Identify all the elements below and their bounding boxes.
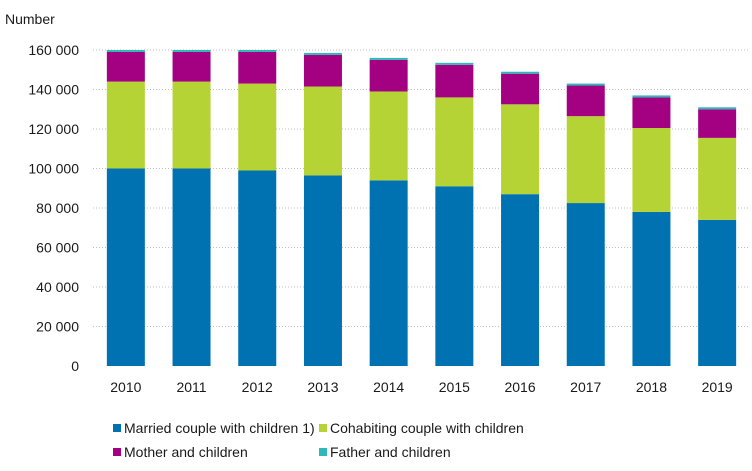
legend: Married couple with children 1) Cohabiti… xyxy=(113,416,733,464)
x-tick-label: 2013 xyxy=(307,379,338,395)
bar-segment-mother-2015 xyxy=(435,64,474,98)
legend-item-cohabiting: Cohabiting couple with children xyxy=(319,420,524,436)
legend-label-married: Married couple with children 1) xyxy=(124,420,315,436)
x-tick-label: 2012 xyxy=(242,379,273,395)
bar-segment-cohabiting-2019 xyxy=(698,137,737,220)
legend-label-father: Father and children xyxy=(330,444,451,460)
bar-segment-father-2015 xyxy=(435,62,474,65)
legend-swatch-father xyxy=(319,448,327,456)
x-tick-label: 2019 xyxy=(702,379,733,395)
bar-segment-father-2019 xyxy=(698,107,737,110)
bar-segment-mother-2019 xyxy=(698,109,737,138)
legend-row-1: Married couple with children 1) Cohabiti… xyxy=(113,416,733,440)
bar-segment-married-2013 xyxy=(303,175,342,366)
bar-segment-married-2017 xyxy=(566,203,605,366)
y-tick-label: 0 xyxy=(71,358,79,374)
bar-segment-cohabiting-2016 xyxy=(501,104,540,195)
x-tick-label: 2015 xyxy=(439,379,470,395)
legend-swatch-married xyxy=(113,424,121,432)
y-tick-label: 40 000 xyxy=(36,279,79,295)
y-tick-label: 160 000 xyxy=(28,42,79,58)
y-axis-ticks: 0 20 000 40 000 60 000 80 000 100 000 120 000 1… xyxy=(28,42,79,374)
bar-segment-father-2014 xyxy=(369,57,408,60)
x-tick-label: 2016 xyxy=(504,379,535,395)
legend-swatch-cohabiting xyxy=(319,424,327,432)
y-tick-label: 120 000 xyxy=(28,121,79,137)
x-tick-label: 2010 xyxy=(110,379,141,395)
bar-segment-mother-2017 xyxy=(566,85,605,117)
x-axis-ticks: 2010 2011 2012 2013 2014 2015 2016 2017 2018 2019 xyxy=(110,379,733,395)
bar-segment-father-2012 xyxy=(238,50,277,52)
bar-segment-cohabiting-2013 xyxy=(303,86,342,176)
bar-segment-father-2013 xyxy=(303,52,342,55)
bar-segment-mother-2014 xyxy=(369,59,408,92)
bar-segment-mother-2010 xyxy=(106,51,145,82)
y-tick-label: 80 000 xyxy=(36,200,79,216)
legend-label-cohabiting: Cohabiting couple with children xyxy=(330,420,524,436)
bar-segment-married-2019 xyxy=(698,219,737,366)
bar-segment-cohabiting-2010 xyxy=(106,81,145,169)
x-tick-label: 2018 xyxy=(636,379,667,395)
bar-segment-married-2015 xyxy=(435,186,474,366)
legend-swatch-mother xyxy=(113,448,121,456)
bar-segment-cohabiting-2018 xyxy=(632,128,671,212)
bar-segment-cohabiting-2012 xyxy=(238,83,277,171)
bar-segment-married-2010 xyxy=(106,168,145,366)
bar-segment-mother-2012 xyxy=(238,51,277,84)
legend-item-mother: Mother and children xyxy=(113,444,319,460)
bar-segment-cohabiting-2011 xyxy=(172,81,211,169)
bar-segment-married-2011 xyxy=(172,168,211,366)
bar-segment-cohabiting-2015 xyxy=(435,97,474,187)
bar-segment-cohabiting-2017 xyxy=(566,116,605,204)
bars xyxy=(106,50,737,366)
legend-row-2: Mother and children Father and children xyxy=(113,440,733,464)
bar-segment-cohabiting-2014 xyxy=(369,91,408,181)
legend-label-mother: Mother and children xyxy=(124,444,248,460)
x-tick-label: 2014 xyxy=(373,379,404,395)
y-tick-label: 20 000 xyxy=(36,319,79,335)
bar-segment-mother-2011 xyxy=(172,51,211,82)
y-tick-label: 60 000 xyxy=(36,240,79,256)
bar-segment-father-2011 xyxy=(172,50,211,52)
bar-segment-mother-2018 xyxy=(632,97,671,129)
bar-segment-mother-2016 xyxy=(501,73,540,105)
bar-segment-father-2018 xyxy=(632,95,671,98)
bar-segment-married-2018 xyxy=(632,211,671,366)
bar-segment-married-2014 xyxy=(369,180,408,366)
legend-item-father: Father and children xyxy=(319,444,451,460)
bar-segment-married-2012 xyxy=(238,170,277,366)
y-tick-label: 100 000 xyxy=(28,161,79,177)
stacked-bar-chart: 0 20 000 40 000 60 000 80 000 100 000 120 000 1… xyxy=(28,42,750,395)
x-tick-label: 2017 xyxy=(570,379,601,395)
legend-item-married: Married couple with children 1) xyxy=(113,420,319,436)
bar-segment-mother-2013 xyxy=(303,54,342,87)
bar-segment-father-2010 xyxy=(106,50,145,52)
bar-segment-father-2016 xyxy=(501,71,540,74)
y-tick-label: 140 000 xyxy=(28,82,79,98)
bar-segment-father-2017 xyxy=(566,83,605,86)
x-tick-label: 2011 xyxy=(176,379,206,395)
bar-segment-married-2016 xyxy=(501,194,540,366)
y-axis-title: Number xyxy=(5,11,55,27)
